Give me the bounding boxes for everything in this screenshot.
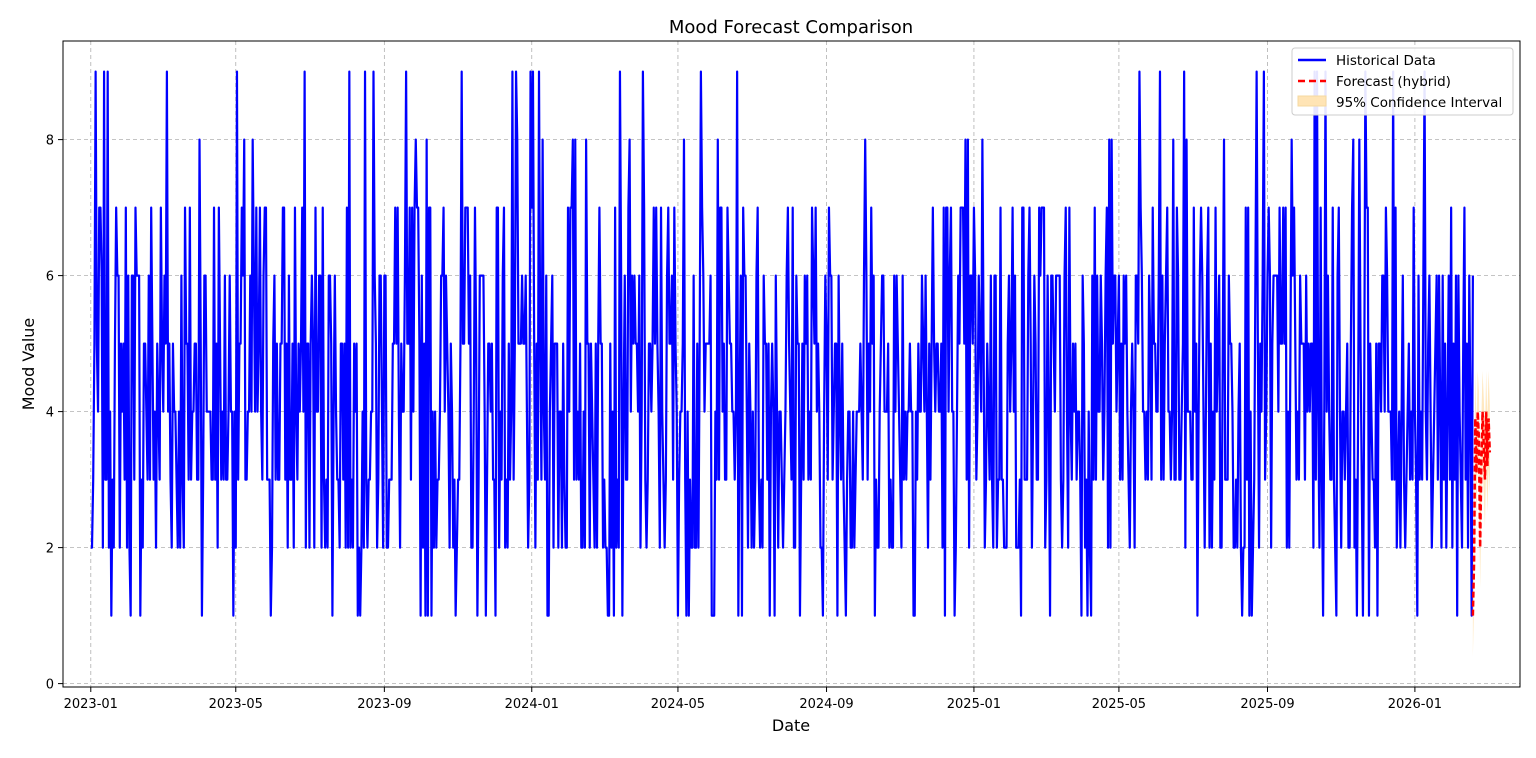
legend-ci-swatch	[1297, 95, 1327, 107]
y-tick-label: 8	[46, 134, 54, 149]
legend-ci-label: 95% Confidence Interval	[1336, 95, 1502, 111]
forecast-series	[1471, 411, 1492, 616]
y-axis-ticks: 0 2 4 6 8	[46, 134, 63, 693]
y-tick-label: 6	[46, 270, 54, 285]
legend-forecast-label: Forecast (hybrid)	[1336, 74, 1451, 90]
forecast-line	[1471, 411, 1492, 616]
x-tick-label: 2024-09	[799, 697, 853, 712]
x-tick-label: 2023-01	[64, 697, 118, 712]
historical-line	[90, 70, 1474, 617]
legend-historical-label: Historical Data	[1336, 53, 1436, 69]
x-tick-label: 2026-01	[1388, 697, 1442, 712]
x-tick-label: 2024-05	[651, 697, 705, 712]
x-tick-label: 2023-09	[357, 697, 411, 712]
plot-frame	[62, 40, 1521, 688]
x-tick-label: 2023-05	[209, 697, 263, 712]
historical-series	[90, 70, 1474, 617]
y-tick-label: 4	[46, 406, 54, 421]
chart-title: Mood Forecast Comparison	[669, 17, 913, 38]
x-axis-ticks: 2023-01 2023-05 2023-09 2024-01 2024-05 2024-…	[64, 687, 1442, 712]
x-tick-label: 2024-01	[505, 697, 559, 712]
x-tick-label: 2025-05	[1092, 697, 1146, 712]
y-tick-label: 2	[46, 542, 54, 557]
legend-box	[1291, 47, 1514, 116]
x-axis-label: Date	[772, 716, 810, 735]
x-tick-label: 2025-09	[1240, 697, 1294, 712]
y-tick-label: 0	[46, 678, 54, 693]
x-tick-label: 2025-01	[947, 697, 1001, 712]
y-axis-label: Mood Value	[19, 318, 38, 411]
legend: Historical Data Forecast (hybrid) 95% Co…	[1291, 47, 1514, 116]
